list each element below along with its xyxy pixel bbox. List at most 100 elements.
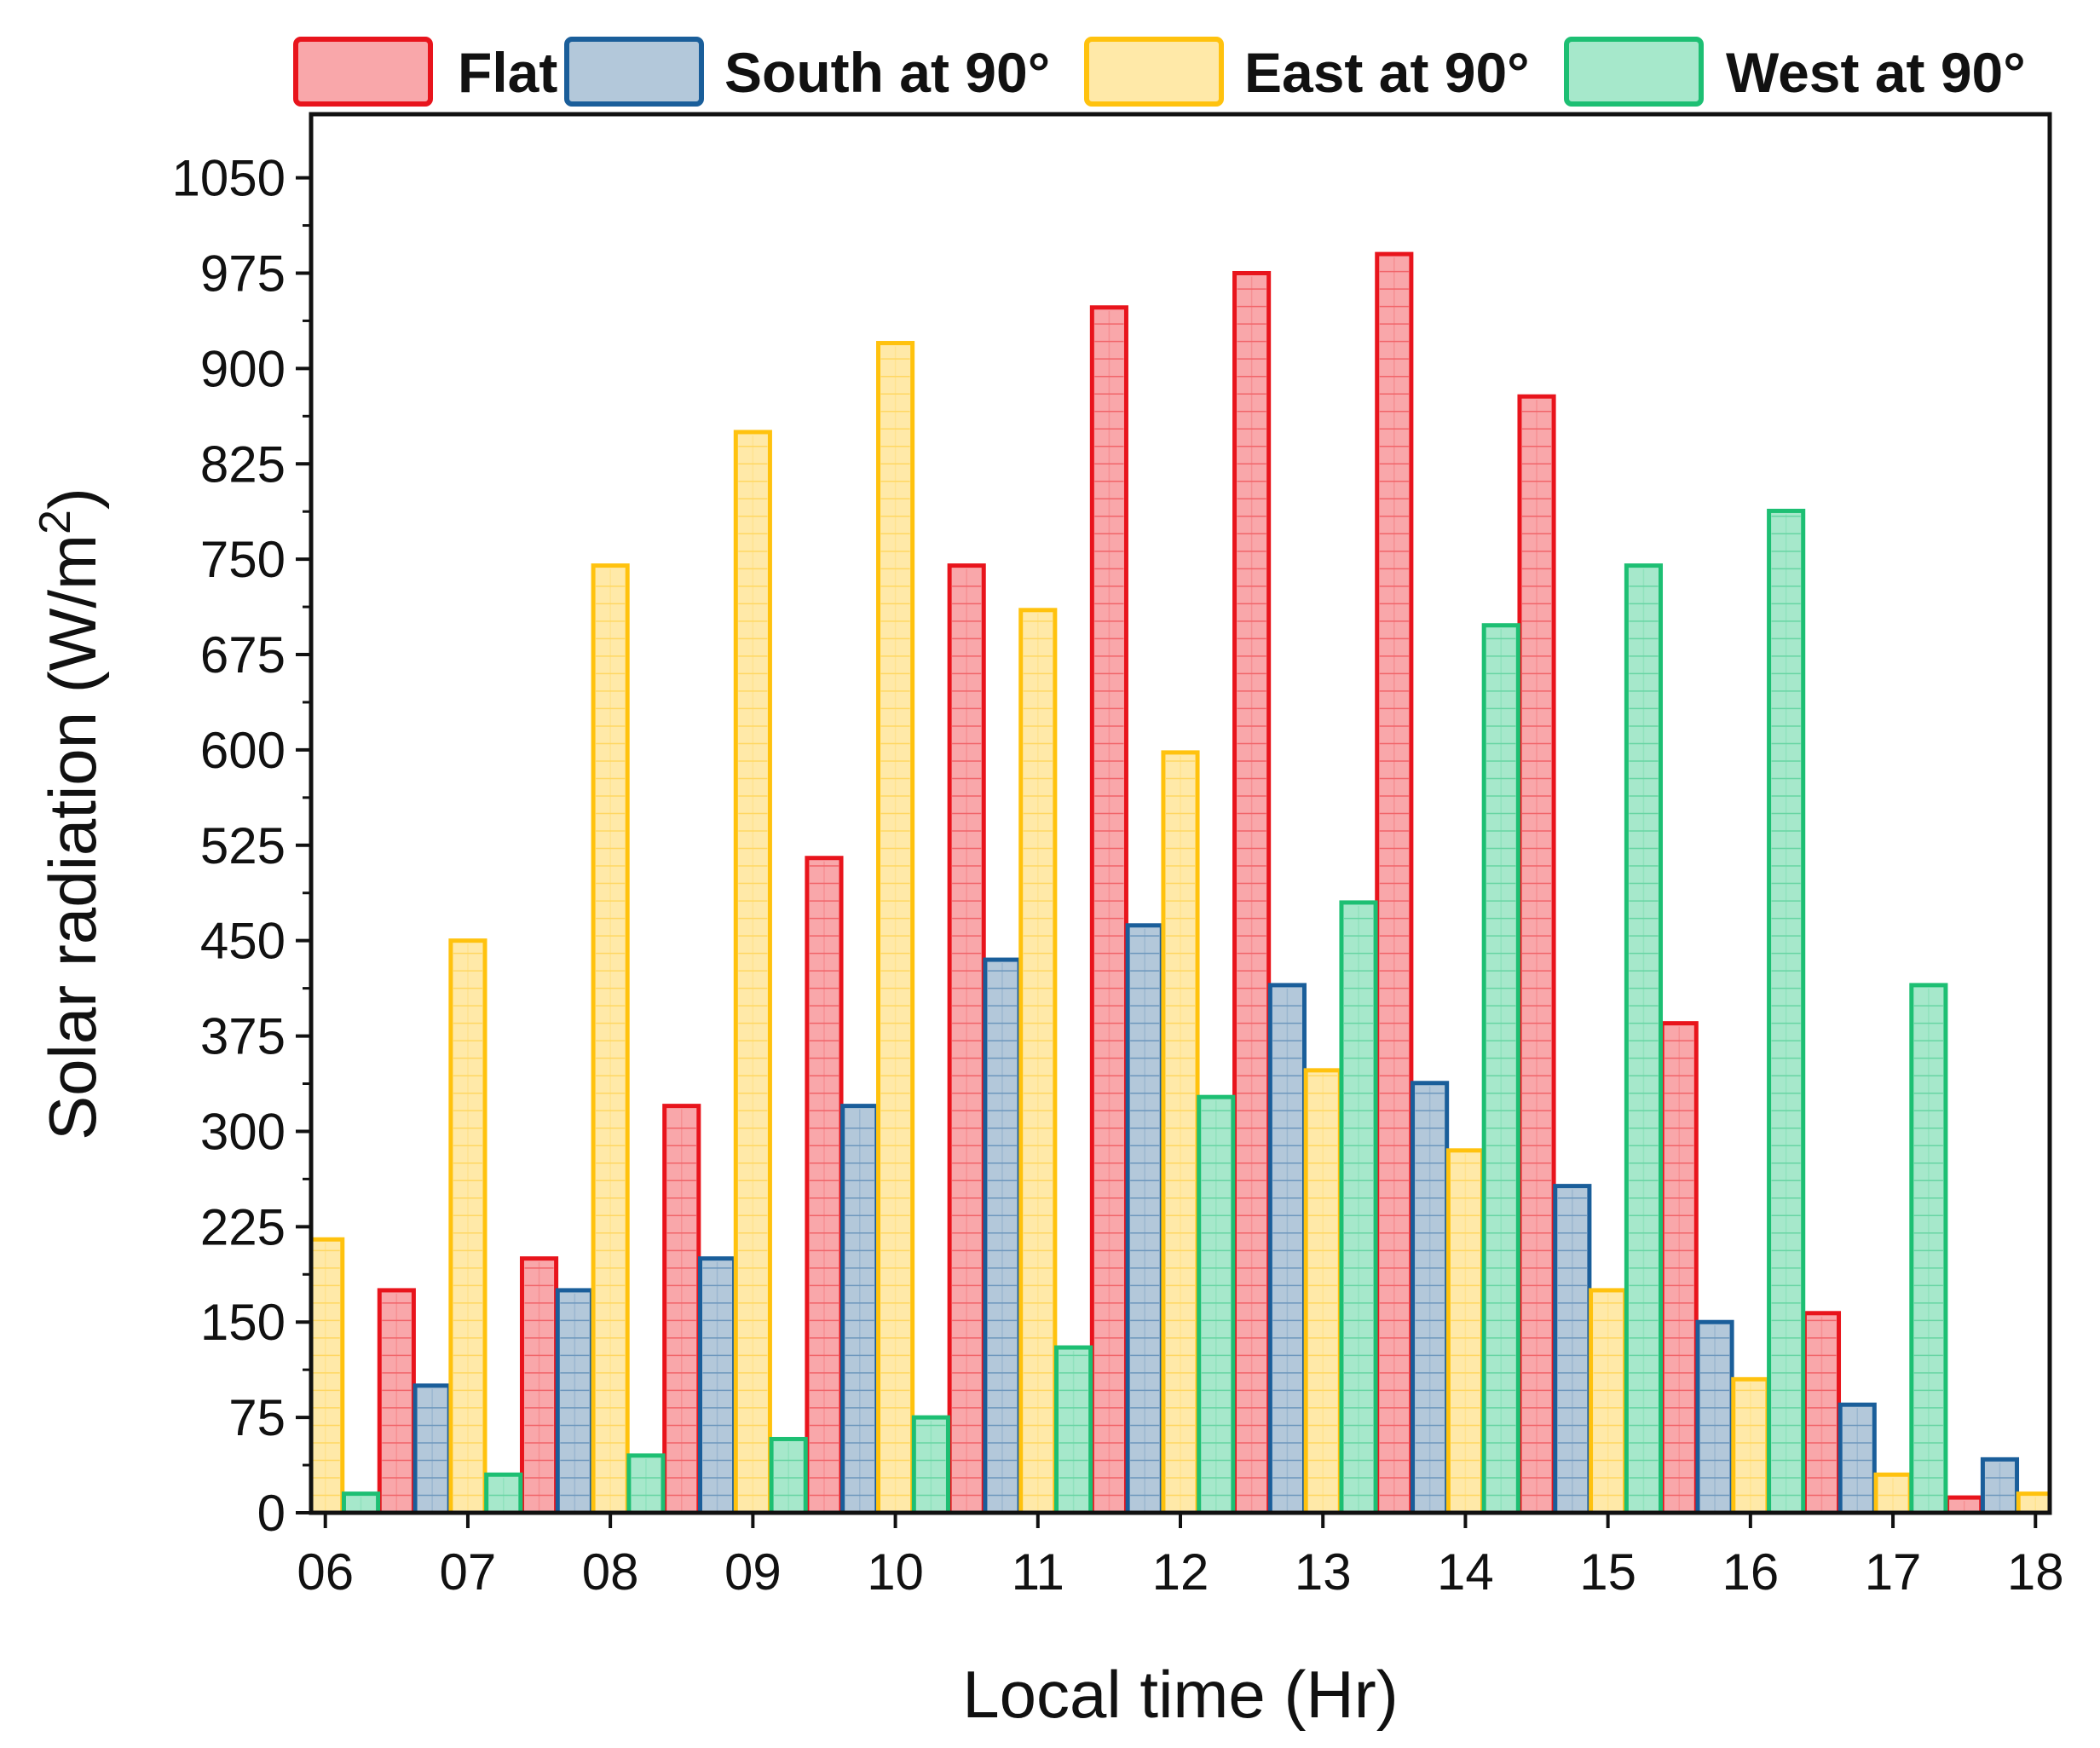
legend-label: East at 90°	[1244, 41, 1530, 104]
bar-hatch	[880, 346, 910, 1513]
legend-swatch	[1564, 37, 1704, 107]
bar-west-at-90-6	[1197, 1094, 1236, 1513]
bar-south-at-90-1	[412, 1383, 452, 1513]
bar-hatch	[1557, 1189, 1587, 1513]
bar-hatch	[916, 1421, 946, 1513]
y-tick-label: 0	[257, 1485, 286, 1542]
bar-hatch	[1593, 1293, 1623, 1513]
bar-hatch	[1629, 568, 1659, 1513]
bar-hatch	[952, 568, 982, 1513]
bar-west-at-90-7	[1339, 900, 1378, 1513]
series-west-at-90	[341, 508, 1948, 1513]
x-tick-label: 14	[1437, 1543, 1494, 1601]
series-south-at-90	[412, 923, 2020, 1513]
bar-flat-7	[1375, 251, 1414, 1513]
bar-hatch	[1237, 276, 1266, 1513]
y-tick-label: 675	[200, 626, 286, 684]
bar-east-at-90-2	[591, 563, 630, 1513]
bar-hatch	[987, 963, 1018, 1513]
bar-flat-10	[1802, 1311, 1842, 1513]
bar-south-at-90-4	[840, 1104, 880, 1513]
legend-item-west-at-90: West at 90°	[1564, 37, 2026, 107]
y-tick-label: 750	[200, 531, 286, 588]
bar-hatch	[1201, 1100, 1231, 1513]
bar-hatch	[738, 435, 768, 1513]
bar-hatch	[1699, 1325, 1730, 1513]
bar-hatch	[1807, 1316, 1837, 1513]
y-tick-label: 300	[200, 1103, 286, 1160]
bar-hatch	[560, 1293, 590, 1513]
x-tick-label: 10	[867, 1543, 924, 1601]
bar-hatch	[1486, 628, 1516, 1513]
y-axis-title-main: Solar radiation (W/m	[35, 534, 110, 1140]
bar-hatch	[1521, 400, 1552, 1513]
x-tick-label: 09	[724, 1543, 782, 1601]
bar-hatch	[453, 943, 482, 1513]
y-axis-title: Solar radiation (W/m2)	[31, 487, 110, 1140]
x-tick-label: 15	[1579, 1543, 1636, 1601]
bar-hatch	[1771, 514, 1801, 1513]
bar-hatch	[1165, 755, 1196, 1513]
legend-swatch	[564, 37, 704, 107]
bar-hatch	[311, 1243, 340, 1513]
y-tick-label: 900	[200, 340, 286, 397]
x-tick-label: 08	[582, 1543, 639, 1601]
bar-hatch	[418, 1388, 447, 1513]
bar-hatch	[1308, 1073, 1338, 1513]
legend-label: Flat	[458, 41, 557, 104]
bar-hatch	[488, 1478, 518, 1513]
bar-hatch	[1023, 613, 1053, 1513]
bar-south-at-90-10	[1695, 1319, 1734, 1513]
bar-hatch	[1878, 1478, 1908, 1513]
bar-east-at-90-10	[1731, 1376, 1770, 1513]
bar-west-at-90-10	[1767, 508, 1806, 1513]
bar-west-at-90-1	[484, 1472, 523, 1513]
legend-item-south-at-90: South at 90°	[564, 37, 1050, 107]
bar-hatch	[1664, 1026, 1694, 1513]
bar-hatch	[845, 1109, 874, 1513]
bar-hatch	[1272, 988, 1302, 1513]
legend-swatch	[1084, 37, 1224, 107]
bar-hatch	[524, 1261, 554, 1513]
bar-hatch	[596, 568, 626, 1513]
bar-hatch	[1415, 1086, 1445, 1513]
legend: Flat South at 90° East at 90° West at 90°	[293, 37, 2026, 107]
x-tick-label: 13	[1295, 1543, 1352, 1601]
x-tick-label: 12	[1152, 1543, 1209, 1601]
legend-item-east-at-90: East at 90°	[1084, 37, 1530, 107]
bar-east-at-90-4	[876, 341, 915, 1513]
y-tick-label: 75	[228, 1389, 286, 1446]
y-tick-label: 450	[200, 913, 286, 970]
bar-hatch	[631, 1458, 661, 1513]
bar-east-at-90-5	[1018, 608, 1058, 1513]
y-tick-label: 825	[200, 436, 286, 493]
bar-hatch	[1735, 1382, 1765, 1513]
bar-hatch	[774, 1442, 804, 1513]
bar-west-at-90-8	[1481, 623, 1520, 1513]
x-tick-label: 17	[1865, 1543, 1922, 1601]
series-flat	[377, 251, 1984, 1513]
bar-east-at-90-9	[1589, 1288, 1628, 1513]
y-tick-label: 150	[200, 1294, 286, 1351]
y-tick-label: 375	[200, 1008, 286, 1065]
x-axis: 06 07 08 09 10 11 12 13 14 15 16 17 18	[297, 1513, 2064, 1601]
bar-hatch	[1985, 1462, 2015, 1513]
bar-hatch	[1343, 905, 1374, 1513]
bar-flat-9	[1659, 1021, 1699, 1513]
bar-hatch	[1451, 1153, 1480, 1513]
y-tick-label: 525	[200, 817, 286, 874]
legend-label: South at 90°	[724, 41, 1050, 104]
y-tick-label: 600	[200, 722, 286, 779]
y-tick-label: 225	[200, 1198, 286, 1255]
x-tick-label: 07	[440, 1543, 497, 1601]
bar-hatch	[1130, 928, 1160, 1513]
bar-west-at-90-3	[769, 1436, 808, 1513]
bar-flat-8	[1517, 394, 1556, 1513]
x-tick-label: 16	[1722, 1543, 1779, 1601]
bar-hatch	[809, 861, 839, 1513]
bar-flat-4	[947, 563, 986, 1513]
bar-hatch	[382, 1293, 412, 1513]
legend-swatch	[293, 37, 433, 107]
bar-south-at-90-11	[1838, 1402, 1877, 1513]
